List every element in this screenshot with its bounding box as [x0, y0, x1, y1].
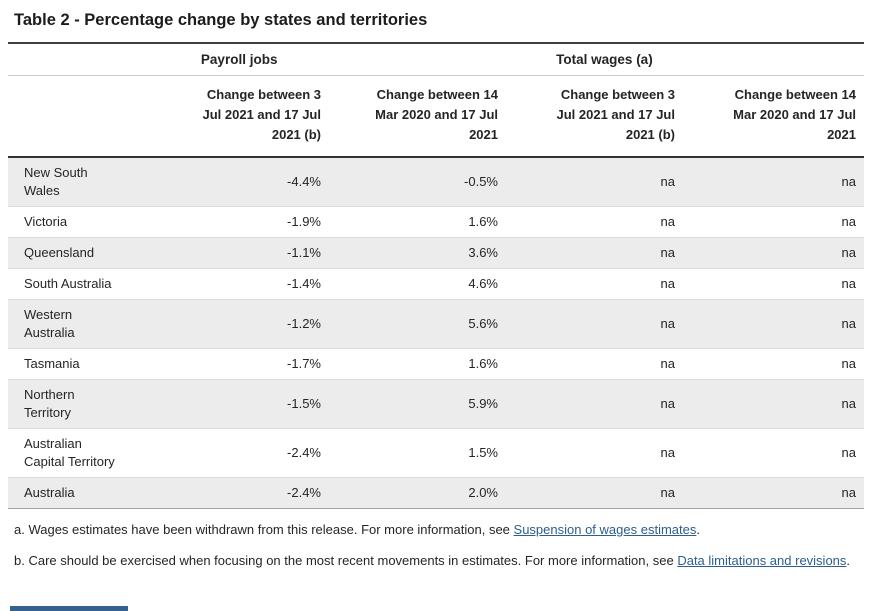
group-header-label: Total wages (a) [556, 52, 653, 67]
cell-value: na [841, 356, 856, 371]
footnote-a-text: a. Wages estimates have been withdrawn f… [14, 522, 514, 537]
partially-visible-bottom-element[interactable] [10, 606, 128, 611]
cell-value: -1.9% [287, 214, 321, 229]
table-group-header-row: Payroll jobs Total wages (a) [8, 43, 864, 76]
cell-value: -1.2% [287, 316, 321, 331]
cell-value: -4.4% [287, 174, 321, 189]
row-label: Australia [24, 485, 75, 500]
cell-value: -1.4% [287, 276, 321, 291]
cell-value: na [841, 396, 856, 411]
cell-value: na [841, 174, 856, 189]
table-row-south-australia: South Australia -1.4% 4.6% na na [8, 268, 864, 300]
row-label: Australian Capital Territory [24, 436, 115, 469]
cell-value: 2.0% [468, 485, 498, 500]
cell-value: 5.6% [468, 316, 498, 331]
row-label: Northern Territory [24, 387, 75, 420]
footnote-b-text: b. Care should be exercised when focusin… [14, 553, 678, 568]
percentage-change-table: Payroll jobs Total wages (a) Change betw… [8, 42, 864, 509]
cell-value: na [660, 214, 675, 229]
group-header-total-wages: Total wages (a) [506, 43, 864, 76]
table-row-northern-territory: Northern Territory -1.5% 5.9% na na [8, 379, 864, 429]
footnote-b-link-data-limitations-and-revisions[interactable]: Data limitations and revisions [677, 553, 847, 568]
cell-value: 1.6% [468, 214, 498, 229]
cell-value: -2.4% [287, 485, 321, 500]
row-label: Victoria [24, 214, 68, 229]
cell-value: na [841, 276, 856, 291]
cell-value: na [841, 445, 856, 460]
cell-value: na [660, 276, 675, 291]
cell-value: na [660, 445, 675, 460]
cell-value: na [660, 356, 675, 371]
cell-value: na [841, 316, 856, 331]
cell-value: na [660, 174, 675, 189]
table-row-victoria: Victoria -1.9% 1.6% na na [8, 206, 864, 238]
cell-value: -1.5% [287, 396, 321, 411]
row-label: South Australia [24, 276, 112, 291]
group-header-label: Payroll jobs [200, 52, 278, 67]
table-row-tasmania: Tasmania -1.7% 1.6% na na [8, 348, 864, 380]
group-header-spacer [8, 43, 138, 76]
row-label: Queensland [24, 245, 95, 260]
column-header: Change between 14 Mar 2020 and 17 Jul 20… [375, 87, 498, 142]
footnote-a-link-suspension-of-wages-estimates[interactable]: Suspension of wages estimates [513, 522, 697, 537]
table-row-australia: Australia -2.4% 2.0% na na [8, 477, 864, 509]
cell-value: 5.9% [468, 396, 498, 411]
table-row-queensland: Queensland -1.1% 3.6% na na [8, 237, 864, 269]
cell-value: na [841, 214, 856, 229]
cell-value: 1.6% [468, 356, 498, 371]
footnote-b: b. Care should be exercised when focusin… [14, 548, 864, 574]
group-header-payroll-jobs: Payroll jobs [138, 43, 506, 76]
row-label: Tasmania [24, 356, 80, 371]
cell-value: 3.6% [468, 245, 498, 260]
row-label: Western Australia [24, 307, 75, 340]
table-row-new-south-wales: New South Wales -4.4% -0.5% na na [8, 157, 864, 207]
cell-value: -2.4% [287, 445, 321, 460]
cell-value: -0.5% [464, 174, 498, 189]
table-row-western-australia: Western Australia -1.2% 5.6% na na [8, 299, 864, 349]
cell-value: na [660, 396, 675, 411]
column-header: Change between 3 Jul 2021 and 17 Jul 202… [202, 87, 321, 142]
footnotes-section: a. Wages estimates have been withdrawn f… [14, 517, 864, 574]
cell-value: na [660, 245, 675, 260]
column-header: Change between 14 Mar 2020 and 17 Jul 20… [733, 87, 856, 142]
release-page: Table 2 - Percentage change by states an… [0, 11, 873, 574]
footnote-b-suffix: . [846, 553, 851, 568]
footnote-a-suffix: . [696, 522, 700, 537]
table-column-header-row: Change between 3 Jul 2021 and 17 Jul 202… [8, 76, 864, 158]
page-title: Table 2 - Percentage change by states an… [14, 11, 428, 29]
cell-value: -1.7% [287, 356, 321, 371]
cell-value: 1.5% [468, 445, 498, 460]
cell-value: na [841, 245, 856, 260]
cell-value: na [660, 485, 675, 500]
row-label: New South Wales [24, 165, 88, 198]
table-row-australian-capital-territory: Australian Capital Territory -2.4% 1.5% … [8, 428, 864, 478]
cell-value: 4.6% [468, 276, 498, 291]
cell-value: na [660, 316, 675, 331]
footnote-a: a. Wages estimates have been withdrawn f… [14, 517, 864, 543]
column-header-spacer [8, 76, 138, 158]
column-header: Change between 3 Jul 2021 and 17 Jul 202… [556, 87, 675, 142]
cell-value: -1.1% [287, 245, 321, 260]
cell-value: na [841, 485, 856, 500]
